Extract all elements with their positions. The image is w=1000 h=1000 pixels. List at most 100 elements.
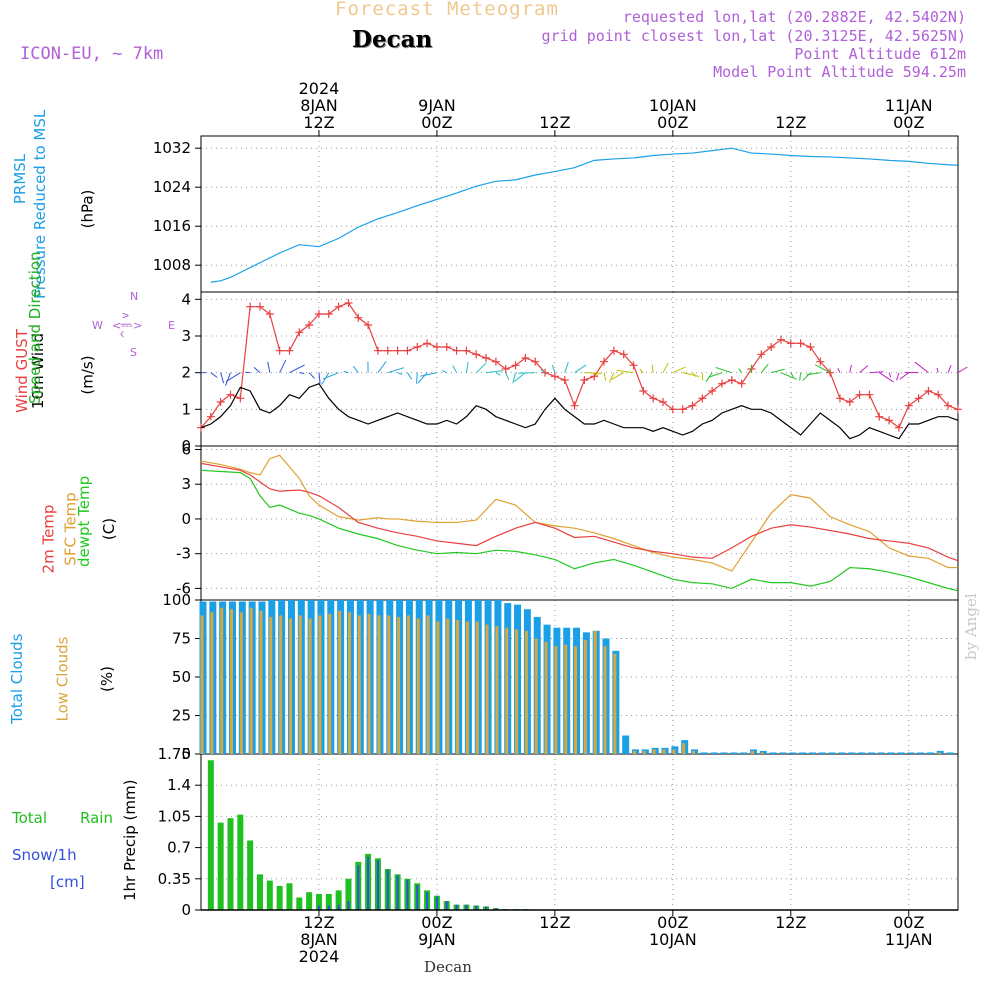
gust-marker xyxy=(423,339,432,348)
gust-marker xyxy=(727,376,736,384)
gust-marker xyxy=(541,368,550,377)
gust-marker xyxy=(491,357,500,366)
snow-bar xyxy=(475,905,478,910)
gust-marker xyxy=(197,423,205,432)
gust-marker xyxy=(914,394,923,403)
low-clouds-bar xyxy=(485,624,489,754)
bottom-time-label: 00Z xyxy=(893,913,924,932)
wind-direction-arrow xyxy=(486,370,504,374)
low-clouds-bar xyxy=(495,626,499,754)
top-time-label: 10JAN xyxy=(649,96,697,115)
rain-bar xyxy=(325,893,332,910)
wind-direction-arrow xyxy=(849,364,852,373)
low-clouds-bar xyxy=(367,613,371,754)
gust-marker xyxy=(639,387,648,395)
gust-marker xyxy=(708,387,717,395)
gust-marker xyxy=(688,401,697,410)
wind-direction-arrow xyxy=(417,372,428,384)
station-name: Decan xyxy=(352,26,433,53)
wind-direction-arrow xyxy=(322,372,339,380)
y-tick-label: 25 xyxy=(172,707,191,725)
low-clouds-bar xyxy=(279,615,283,754)
wind-direction-arrow xyxy=(514,372,526,382)
gust-marker xyxy=(413,343,422,351)
wind-direction-arrow xyxy=(899,372,910,380)
low-clouds-bar xyxy=(249,607,253,754)
wind-direction-arrow xyxy=(397,372,403,375)
snow-bar xyxy=(337,904,340,910)
gust-marker xyxy=(944,401,953,410)
total-clouds-bar xyxy=(730,752,738,754)
wind-direction-arrow xyxy=(289,364,305,374)
low-clouds-bar xyxy=(652,749,656,754)
low-clouds-bar xyxy=(229,609,233,754)
wind-direction-arrow xyxy=(611,372,624,380)
gust-marker xyxy=(314,310,323,318)
wind-direction-arrow xyxy=(593,372,599,377)
total-clouds-bar xyxy=(779,752,787,754)
low-clouds-bar xyxy=(436,621,440,754)
snow-bar xyxy=(396,875,399,910)
low-clouds-bar xyxy=(377,615,381,754)
wind-direction-arrow xyxy=(495,372,501,376)
gust-marker xyxy=(875,412,884,421)
low-clouds-bar xyxy=(465,621,469,754)
dewpoint-line xyxy=(200,469,959,592)
wind-direction-arrow xyxy=(377,361,387,373)
total-clouds-bar xyxy=(917,752,925,754)
bottom-time-label: 12Z xyxy=(775,913,806,932)
wind-direction-arrow xyxy=(760,363,769,373)
snow-bar xyxy=(317,905,320,910)
gust-marker xyxy=(344,299,353,307)
gust-marker xyxy=(835,394,844,403)
low-clouds-bar xyxy=(583,640,587,754)
gust-marker xyxy=(285,346,294,355)
y-tick-label: -6 xyxy=(176,579,191,597)
gust-marker xyxy=(659,398,668,406)
top-time-label: 8JAN xyxy=(300,96,338,115)
wind-direction-arrow xyxy=(806,372,821,376)
rain-bar xyxy=(266,880,273,910)
wind-direction-arrow xyxy=(672,366,686,374)
total-clouds-bar xyxy=(946,752,954,754)
wind-direction-arrow xyxy=(814,364,831,374)
snow-label: Snow/1h xyxy=(12,846,77,864)
wind-direction-arrow xyxy=(584,372,602,375)
compass-we: <---> xyxy=(112,319,143,332)
compass-s: S xyxy=(130,346,137,359)
wind-direction-arrow xyxy=(616,369,634,374)
gust-marker xyxy=(796,339,805,348)
total-clouds-bar xyxy=(897,752,905,754)
y-tick-label: 100 xyxy=(162,591,191,609)
gust-marker xyxy=(953,405,962,414)
rain-bar xyxy=(217,822,224,910)
wind-direction-arrow xyxy=(210,372,218,378)
grid-point-coords: grid point closest lon,lat (20.3125E, 42… xyxy=(541,27,966,45)
footer-station: Decan xyxy=(424,958,472,976)
total-clouds-bar xyxy=(740,752,748,754)
gust-marker xyxy=(776,335,785,344)
bottom-time-label: 8JAN xyxy=(300,930,338,949)
low-clouds-bar xyxy=(544,641,548,754)
gust-marker xyxy=(885,416,894,425)
snow-bar xyxy=(386,869,389,910)
gust-marker xyxy=(865,390,874,399)
rain-bar xyxy=(237,814,244,910)
total-clouds-bar xyxy=(710,752,718,754)
wind-direction-arrow xyxy=(415,372,418,384)
wind-direction-arrow xyxy=(692,372,697,377)
compass-n: N xyxy=(130,290,139,303)
y-tick-label: 0 xyxy=(181,437,191,455)
low-clouds-bar xyxy=(937,752,941,754)
gust-marker xyxy=(236,394,245,403)
low-clouds-bar xyxy=(662,749,666,754)
y-tick-label: 1008 xyxy=(153,256,191,274)
gust-marker xyxy=(531,357,540,366)
y-tick-label: 1032 xyxy=(153,139,191,157)
total-clouds-bar xyxy=(799,752,807,754)
low-clouds-bar xyxy=(259,610,263,754)
snow-bar xyxy=(416,885,419,910)
wind-direction-arrow xyxy=(253,366,261,374)
gust-marker xyxy=(649,394,658,403)
